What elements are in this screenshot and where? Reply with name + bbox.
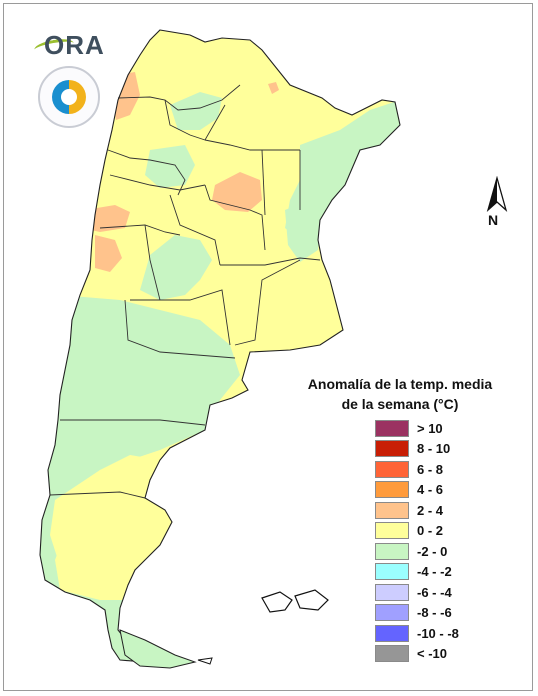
legend-swatch [375,460,409,478]
map-warm-zone-santiago [212,172,262,212]
isla-de-los-estados [197,657,213,665]
legend-label: -10 - -8 [417,625,459,641]
legend-label: 6 - 8 [417,461,444,477]
legend-label: > 10 [417,420,443,436]
map-cool-zone-cuyo [140,235,212,300]
map-cool-zone-tucuman [145,145,195,188]
legend-title-line2: de la semana (°C) [341,396,459,412]
legend-item: 2 - 4 [375,500,443,520]
legend-item: 0 - 2 [375,521,443,541]
legend-label: -2 - 0 [417,543,448,559]
tierra-del-fuego [119,629,197,669]
legend-label: -6 - -4 [417,584,452,600]
legend-swatch [375,522,409,539]
legend-item: < -10 [375,644,447,664]
legend-item: > 10 [375,418,443,438]
ora-logo-text: ORA [44,30,105,60]
legend-label: 4 - 6 [417,482,444,497]
legend-item: -8 - -6 [375,603,452,623]
legend-label: -8 - -6 [417,605,452,620]
ora-logo: ORA [33,28,105,60]
legend-swatch [375,563,409,580]
legend-label: < -10 [417,646,447,661]
legend-swatch [375,624,409,642]
legend-swatch [375,419,409,437]
north-arrow-icon [486,175,508,212]
map-warm-zone-formosa-dot [268,82,279,94]
map-warm-zone-santacruz [50,455,165,590]
legend-swatch [375,604,409,621]
map-cool-zone-salta [170,92,222,130]
legend-item: 6 - 8 [375,459,443,479]
smn-emblem-icon [52,80,86,114]
legend-swatch [375,440,409,457]
smn-logo [38,66,100,128]
legend-swatch [375,542,409,560]
map-cool-zone-northeast [285,100,400,240]
legend-swatch [375,481,409,498]
malvinas-islands [261,589,329,613]
legend-swatch [375,645,409,662]
legend-label: 2 - 4 [417,502,444,518]
legend-label: 0 - 2 [417,523,444,538]
legend-item: 4 - 6 [375,480,443,500]
legend-swatch [375,583,409,601]
map-warm-zone-larioja [95,235,122,272]
map-frame [3,3,533,691]
province-boundaries [49,84,321,499]
legend-title-line1: Anomalía de la temp. media [307,376,493,392]
legend-item: -10 - -8 [375,623,459,643]
map-cool-zone-entrerios [285,200,322,262]
legend-item: -2 - 0 [375,541,447,561]
legend-swatch [375,501,409,519]
legend-label: -4 - -2 [417,564,452,579]
legend-label: 8 - 10 [417,441,451,456]
north-arrow: N [484,175,510,230]
legend-item: 8 - 10 [375,439,450,459]
legend-item: -4 - -2 [375,562,452,582]
legend-item: -6 - -4 [375,582,452,602]
north-arrow-label: N [488,212,499,228]
